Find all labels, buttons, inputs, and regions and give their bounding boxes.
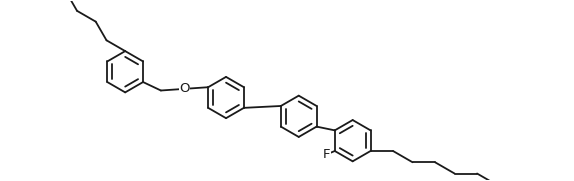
Text: F: F (323, 148, 330, 161)
Text: O: O (179, 82, 190, 95)
